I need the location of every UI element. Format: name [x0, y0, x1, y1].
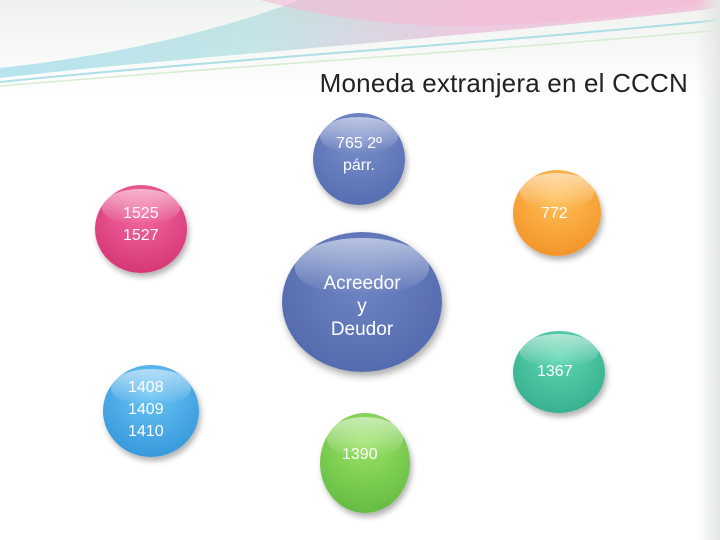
node-1408-1410: 1408 1409 1410 [103, 365, 199, 457]
slide-title: Moneda extranjera en el CCCN [319, 68, 688, 98]
node-center: Acreedor y Deudor [282, 232, 442, 372]
node-1525-1527: 1525 1527 [95, 185, 187, 273]
node-1367: 1367 [513, 331, 605, 413]
node-1390: 1390 [320, 413, 410, 513]
node-center-label: Acreedor y Deudor [323, 273, 401, 340]
node-772-label: 772 [541, 205, 568, 222]
node-772: 772 [513, 170, 601, 256]
header-ribbon-decoration [0, 0, 720, 87]
node-1367-label: 1367 [537, 363, 573, 380]
node-1525-1527-label: 1525 1527 [123, 205, 159, 244]
node-765-label: 765 2º párr. [336, 135, 382, 174]
node-765: 765 2º párr. [313, 113, 405, 205]
node-1408-1410-label: 1408 1409 1410 [128, 379, 164, 440]
node-1390-label: 1390 [342, 446, 378, 463]
